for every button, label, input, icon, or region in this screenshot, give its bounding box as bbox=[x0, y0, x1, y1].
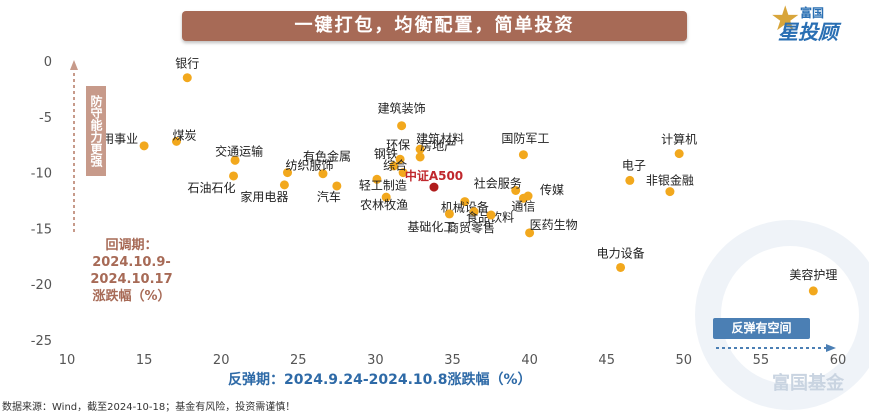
point-label: 建筑装饰 bbox=[378, 101, 426, 116]
x-tick-label: 30 bbox=[367, 353, 384, 368]
data-point bbox=[139, 141, 149, 151]
star-icon: ★ bbox=[770, 0, 801, 39]
x-tick-label: 20 bbox=[213, 353, 230, 368]
y-tick-label: -25 bbox=[31, 334, 52, 349]
x-tick-label: 40 bbox=[521, 353, 538, 368]
brand-logo: ★ 富国 星投顾 bbox=[770, 0, 865, 44]
point-label: 美容护理 bbox=[789, 267, 837, 282]
banner-title: 一键打包，均衡配置，简单投资 bbox=[182, 11, 687, 41]
point-label: 煤炭 bbox=[172, 128, 196, 142]
x-arrow-head bbox=[826, 344, 836, 352]
point-label: 纺织服饰 bbox=[285, 159, 333, 173]
data-point bbox=[279, 180, 289, 190]
point-label: 房地产 bbox=[420, 138, 456, 153]
data-point bbox=[171, 136, 181, 146]
point-label: 通信 bbox=[511, 199, 535, 213]
point-label: 轻工制造 bbox=[359, 178, 407, 192]
point-label: 汽车 bbox=[317, 189, 341, 204]
point-label: 建筑材料 bbox=[416, 131, 464, 146]
y-tick-label: -10 bbox=[31, 167, 52, 182]
point-label: 环保 bbox=[386, 138, 410, 152]
data-point bbox=[429, 182, 439, 192]
footer-note: 数据来源：Wind，截至2024-10-18；基金有风险，投资需谨慎！ bbox=[2, 402, 296, 413]
y-tick-label: -20 bbox=[31, 278, 52, 293]
point-label: 基础化工 bbox=[407, 220, 455, 234]
y-arrow-head bbox=[70, 60, 78, 70]
data-point bbox=[665, 187, 675, 197]
data-point bbox=[460, 197, 470, 207]
data-point bbox=[518, 150, 528, 160]
point-label: 综合 bbox=[383, 158, 407, 173]
point-label: 中证A500 bbox=[405, 168, 463, 183]
x-axis-title: 反弹期：2024.9.24-2024.10.8涨跌幅（%） bbox=[228, 372, 532, 388]
point-label: 钢铁 bbox=[374, 147, 398, 161]
y-tick-label: 0 bbox=[44, 55, 52, 70]
x-tick-label: 50 bbox=[676, 353, 693, 368]
point-label: 家用电器 bbox=[240, 189, 288, 204]
axes: 10 15 20 25 30 35 40 45 50 55 60 0 -5 -10 -15 -20 -25 bbox=[31, 55, 847, 368]
data-point bbox=[469, 207, 479, 217]
x-tick-label: 25 bbox=[290, 353, 307, 368]
data-point bbox=[230, 155, 240, 165]
data-point bbox=[525, 228, 535, 238]
data-point bbox=[444, 209, 454, 219]
data-point bbox=[372, 174, 382, 184]
y-tick-label: -15 bbox=[31, 222, 52, 237]
y-tick-label: -5 bbox=[39, 111, 52, 126]
data-point bbox=[808, 286, 818, 296]
point-label: 非银金融 bbox=[646, 173, 694, 188]
x-tick-label: 15 bbox=[136, 353, 153, 368]
data-point bbox=[625, 175, 635, 185]
data-point bbox=[518, 193, 528, 203]
data-point bbox=[415, 152, 425, 162]
point-label: 有色金属 bbox=[303, 149, 351, 164]
point-label: 国防军工 bbox=[501, 131, 549, 146]
data-point bbox=[398, 168, 408, 178]
x-tick-label: 55 bbox=[753, 353, 770, 368]
data-point bbox=[616, 262, 626, 272]
x-tick-label: 60 bbox=[830, 353, 847, 368]
logo-line1: 富国 bbox=[800, 6, 825, 20]
point-label: 银行 bbox=[175, 57, 199, 71]
point-label: 交通运输 bbox=[215, 143, 263, 158]
y-axis-title: 回调期：2024.10.9-2024.10.17涨跌幅（%） bbox=[90, 238, 173, 304]
watermark-text: 富国基金 bbox=[772, 373, 844, 394]
point-label: 电力设备 bbox=[597, 246, 645, 260]
y-axis-box: 防守能力更强 bbox=[86, 86, 106, 176]
data-point bbox=[381, 192, 391, 202]
point-label: 传媒 bbox=[540, 182, 564, 197]
data-point bbox=[182, 73, 192, 83]
point-label: 石油石化 bbox=[188, 181, 236, 195]
data-point bbox=[486, 210, 496, 220]
logo-line2: 星投顾 bbox=[778, 20, 838, 44]
data-point bbox=[511, 185, 521, 195]
data-point bbox=[318, 169, 328, 179]
x-tick-label: 35 bbox=[444, 353, 461, 368]
data-point bbox=[283, 168, 293, 178]
point-label: 医药生物 bbox=[530, 218, 578, 232]
x-tick-label: 45 bbox=[598, 353, 615, 368]
point-label: 商贸零售 bbox=[447, 220, 495, 235]
data-point bbox=[389, 161, 399, 171]
point-label: 社会服务 bbox=[474, 175, 522, 190]
data-point bbox=[415, 144, 425, 154]
data-point bbox=[674, 149, 684, 159]
data-point bbox=[395, 154, 405, 164]
point-label: 计算机 bbox=[661, 132, 697, 147]
data-point bbox=[229, 171, 239, 181]
x-tick-label: 10 bbox=[59, 353, 76, 368]
data-point bbox=[332, 181, 342, 191]
x-axis-box: 反弹有空间 bbox=[713, 318, 810, 339]
data-point bbox=[397, 121, 407, 131]
point-label: 农林牧渔 bbox=[360, 198, 408, 212]
point-label: 电子 bbox=[622, 158, 646, 172]
